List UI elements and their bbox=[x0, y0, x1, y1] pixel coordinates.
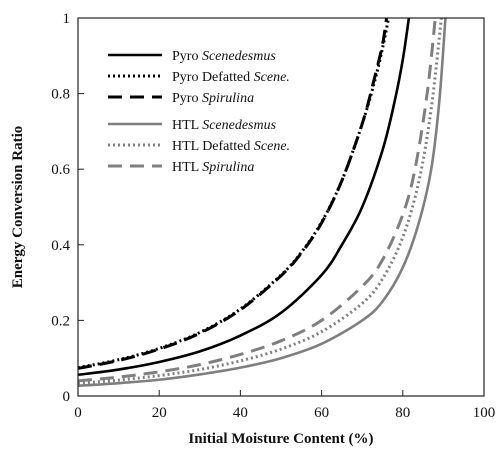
legend-label-prefix: HTL bbox=[172, 118, 199, 133]
legend-label-0: Pyro Scenedesmus bbox=[172, 49, 276, 64]
legend-label-2: Pyro Spirulina bbox=[172, 91, 254, 106]
y-tick-label: 0.4 bbox=[51, 238, 70, 254]
y-tick-label: 1 bbox=[63, 11, 71, 27]
legend-label-5: HTL Spirulina bbox=[172, 160, 254, 175]
legend-label-1: Pyro Defatted Scene. bbox=[172, 70, 290, 85]
x-tick-label: 80 bbox=[395, 405, 410, 421]
x-tick-label: 0 bbox=[74, 405, 82, 421]
legend-label-italic: Spirulina bbox=[202, 91, 254, 106]
x-tick-label: 40 bbox=[233, 405, 248, 421]
x-tick-label: 20 bbox=[152, 405, 167, 421]
x-axis-label: Initial Moisture Content (%) bbox=[188, 431, 373, 447]
x-tick-label: 100 bbox=[473, 405, 496, 421]
legend-label-prefix: Pyro Defatted bbox=[172, 70, 250, 85]
series-layer bbox=[78, 18, 447, 388]
series-line-3 bbox=[78, 18, 447, 388]
legend-label-italic: Scene. bbox=[254, 70, 290, 85]
legend-label-italic: Spirulina bbox=[202, 160, 254, 175]
legend-label-italic: Scene. bbox=[254, 139, 290, 154]
plot-frame bbox=[77, 17, 485, 397]
series-line-5 bbox=[78, 18, 437, 383]
x-tick-label: 60 bbox=[314, 405, 329, 421]
y-tick-label: 0.6 bbox=[51, 162, 70, 178]
legend-label-italic: Scenedesmus bbox=[202, 118, 276, 133]
series-line-0 bbox=[78, 18, 411, 377]
legend-label-prefix: Pyro bbox=[172, 91, 198, 106]
legend-label-4: HTL Defatted Scene. bbox=[172, 139, 290, 154]
legend-label-prefix: HTL Defatted bbox=[172, 139, 250, 154]
legend-label-italic: Scenedesmus bbox=[202, 49, 276, 64]
series-line-2 bbox=[78, 18, 389, 370]
series-line-4 bbox=[78, 18, 443, 385]
ticks-layer: 0 20 40 60 80 100 0 0.2 0.4 0.6 0.8 1 bbox=[51, 11, 495, 421]
y-axis-label: Energy Conversion Ratio bbox=[10, 126, 26, 289]
legend-label-prefix: HTL bbox=[172, 160, 199, 175]
legend-label-3: HTL Scenedesmus bbox=[172, 118, 277, 133]
y-tick-label: 0 bbox=[63, 389, 71, 405]
y-tick-label: 0.2 bbox=[51, 313, 70, 329]
y-tick-label: 0.8 bbox=[51, 87, 70, 103]
legend-label-prefix: Pyro bbox=[172, 49, 198, 64]
